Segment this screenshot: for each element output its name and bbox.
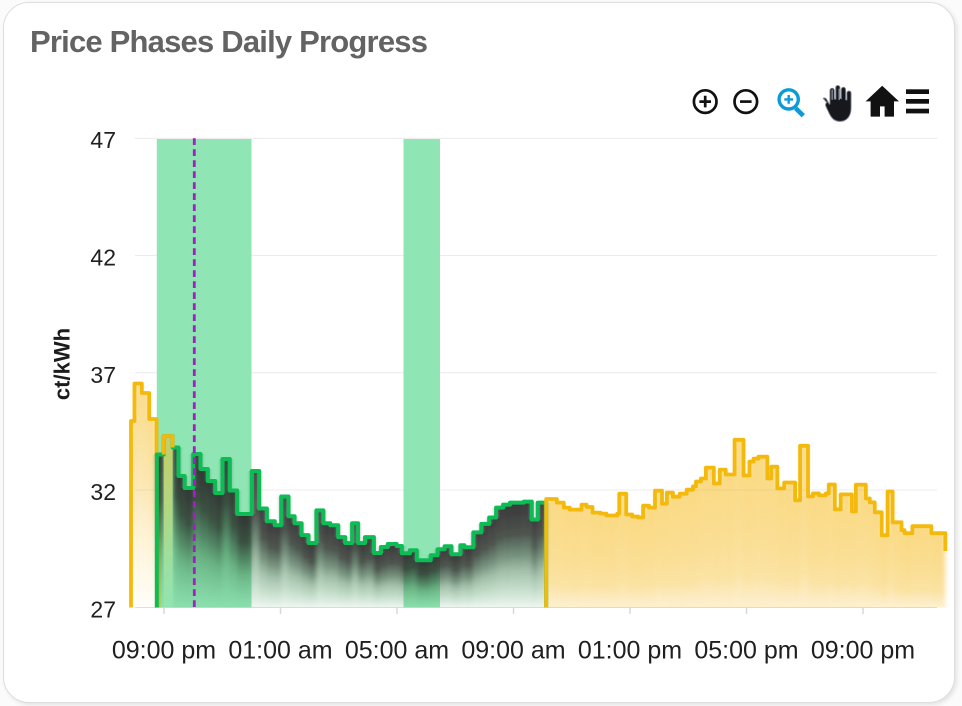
svg-text:05:00 pm: 05:00 pm [694,637,798,665]
svg-text:32: 32 [90,479,116,505]
svg-text:27: 27 [90,597,116,623]
svg-text:09:00 pm: 09:00 pm [811,637,915,665]
svg-text:ct/kWh: ct/kWh [50,328,75,400]
svg-text:42: 42 [90,245,116,271]
svg-text:47: 47 [90,127,116,153]
svg-text:37: 37 [90,362,116,388]
svg-text:09:00 pm: 09:00 pm [112,637,216,665]
svg-text:01:00 am: 01:00 am [228,637,332,665]
svg-text:01:00 pm: 01:00 pm [578,637,682,665]
svg-text:05:00 am: 05:00 am [345,637,449,665]
svg-text:09:00 am: 09:00 am [461,637,565,665]
